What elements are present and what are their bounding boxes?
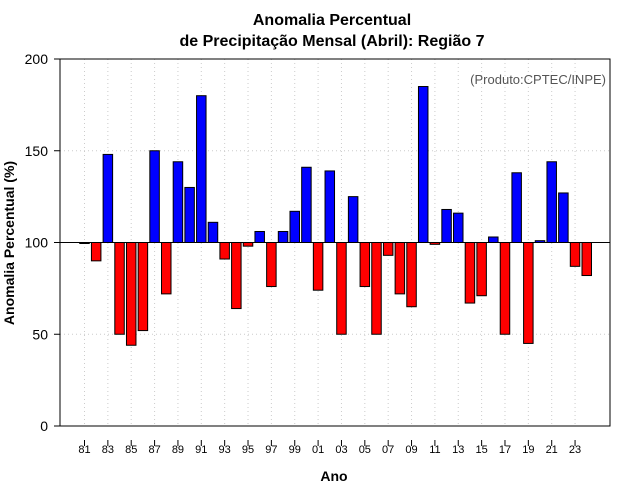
bar-1999	[289, 210, 300, 243]
y-axis: 0 50 100 150 200	[25, 51, 60, 434]
bar-1983	[102, 153, 114, 243]
bar-1992	[207, 221, 219, 244]
bar-1991	[196, 95, 207, 243]
bar-2016	[488, 236, 499, 243]
x-tick-label: 85	[125, 444, 137, 456]
x-tick-label: 17	[499, 444, 511, 456]
bar-1990	[184, 186, 195, 243]
bar-2017	[499, 242, 511, 335]
bar-2022	[558, 192, 569, 243]
bar-1986	[137, 242, 149, 332]
bar-2007	[382, 242, 394, 256]
x-tick-label: 19	[522, 444, 534, 456]
bar-2021	[546, 161, 557, 243]
bar-1982	[90, 242, 102, 262]
bar-1984	[114, 242, 125, 335]
bar-2000	[301, 166, 312, 243]
bar-1987	[149, 150, 160, 243]
bar-2006	[371, 242, 382, 335]
bar-2002	[324, 170, 336, 243]
x-tick-label: 11	[429, 444, 440, 456]
bar-2015	[476, 242, 487, 297]
x-tick-label: 99	[289, 444, 301, 456]
x-tick-label: 89	[172, 444, 184, 456]
x-tick-label: 13	[452, 444, 464, 456]
bar-2018	[511, 172, 522, 244]
x-tick-label: 93	[219, 444, 231, 456]
bar-2012	[441, 208, 452, 243]
bar-2013	[453, 212, 464, 243]
y-tick-label: 150	[25, 143, 49, 159]
bar-1993	[219, 242, 230, 260]
bar-2009	[406, 242, 417, 308]
bar-2010	[417, 86, 429, 244]
x-tick-label: 83	[102, 444, 114, 456]
bar-1998	[277, 230, 289, 244]
chart-title: Anomalia Percentual	[253, 12, 411, 29]
bar-2005	[359, 242, 371, 288]
bar-2019	[523, 242, 534, 344]
bar-1997	[266, 242, 277, 288]
y-tick-label: 100	[25, 235, 49, 251]
bar-1988	[161, 242, 172, 295]
y-tick-label: 200	[25, 51, 49, 67]
bar-1994	[231, 242, 242, 310]
x-tick-label: 97	[265, 444, 277, 456]
y-tick-label: 0	[40, 418, 48, 434]
bars	[79, 86, 592, 346]
bar-1989	[172, 161, 184, 243]
y-tick-label: 50	[32, 326, 48, 342]
x-tick-label: 91	[195, 444, 207, 456]
credit-text: (Produto:CPTEC/INPE)	[470, 72, 606, 87]
x-axis: 81 83 85 87 89 91 93 95 97 99 01 03 05 07 09 11 13 15 17 19…	[78, 440, 581, 456]
x-tick-label: 81	[78, 444, 90, 456]
bar-2001	[312, 242, 324, 291]
x-tick-label: 23	[569, 444, 581, 456]
bar-2003	[336, 242, 347, 335]
bar-2004	[347, 196, 359, 243]
x-tick-label: 15	[475, 444, 487, 456]
bar-2024	[581, 242, 592, 277]
x-tick-label: 87	[148, 444, 160, 456]
bar-2008	[394, 242, 406, 295]
bar-2023	[569, 242, 581, 267]
x-tick-label: 01	[312, 444, 324, 456]
x-tick-label: 05	[359, 444, 371, 456]
x-tick-label: 03	[335, 444, 347, 456]
chart-subtitle: de Precipitação Mensal (Abril): Região 7	[180, 33, 485, 50]
x-tick-label: 95	[242, 444, 254, 456]
x-tick-label: 21	[546, 444, 558, 456]
bar-1996	[254, 230, 265, 244]
x-tick-label: 09	[405, 444, 417, 456]
x-axis-label: Ano	[320, 468, 347, 484]
x-tick-label: 07	[382, 444, 394, 456]
bar-1985	[125, 242, 137, 346]
bar-2014	[464, 242, 476, 304]
bar-1995	[242, 242, 254, 247]
y-axis-label: Anomalia Percentual (%)	[1, 161, 17, 325]
